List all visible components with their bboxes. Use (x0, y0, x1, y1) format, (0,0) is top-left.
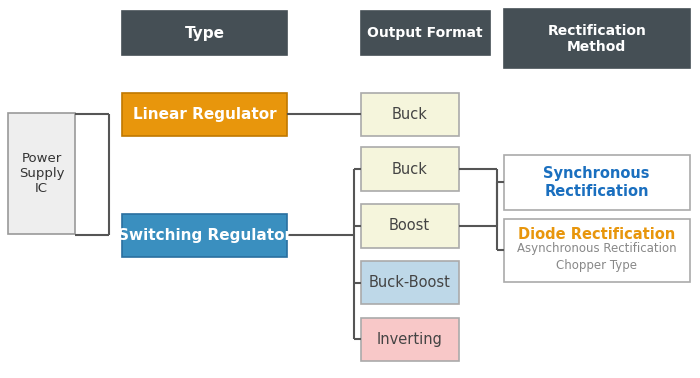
FancyBboxPatch shape (360, 93, 458, 136)
FancyBboxPatch shape (504, 219, 690, 282)
Text: Linear Regulator: Linear Regulator (133, 107, 276, 122)
Text: Diode Rectification: Diode Rectification (518, 227, 676, 242)
FancyBboxPatch shape (8, 113, 75, 234)
Text: Inverting: Inverting (377, 332, 442, 347)
Text: Output Format: Output Format (368, 26, 483, 40)
Text: Chopper Type: Chopper Type (556, 259, 637, 272)
Text: Buck: Buck (391, 107, 428, 122)
Text: Buck-Boost: Buck-Boost (369, 275, 450, 290)
FancyBboxPatch shape (122, 11, 287, 55)
FancyBboxPatch shape (504, 155, 690, 210)
FancyBboxPatch shape (360, 11, 490, 55)
Text: Type: Type (185, 26, 225, 40)
Text: Asynchronous Rectification: Asynchronous Rectification (517, 242, 677, 255)
Text: Rectification
Method: Rectification Method (547, 24, 646, 54)
Text: Buck: Buck (391, 162, 428, 177)
FancyBboxPatch shape (122, 214, 287, 257)
FancyBboxPatch shape (360, 147, 458, 191)
Text: Switching Regulator: Switching Regulator (118, 228, 292, 243)
FancyBboxPatch shape (360, 261, 458, 304)
FancyBboxPatch shape (360, 318, 458, 361)
FancyBboxPatch shape (360, 204, 458, 248)
Text: Power
Supply
IC: Power Supply IC (19, 152, 64, 195)
Text: Synchronous
Rectification: Synchronous Rectification (543, 166, 650, 198)
Text: Boost: Boost (389, 218, 430, 233)
FancyBboxPatch shape (504, 9, 690, 68)
FancyBboxPatch shape (122, 93, 287, 136)
